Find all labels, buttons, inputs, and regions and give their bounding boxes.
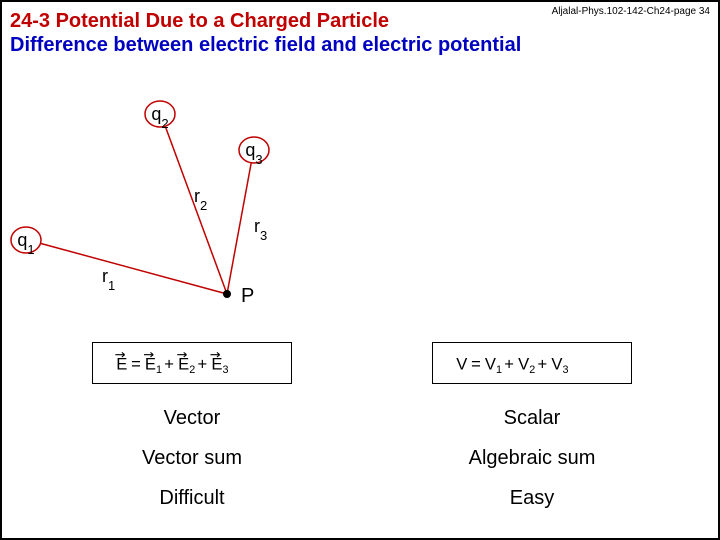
svg-text:1: 1 bbox=[496, 364, 502, 375]
svg-text:E: E bbox=[211, 354, 222, 373]
svg-text:E: E bbox=[178, 354, 189, 373]
svg-text:2: 2 bbox=[189, 364, 195, 375]
svg-text:+: + bbox=[504, 354, 514, 373]
equation-efield-box: E=E1+E2+E3 bbox=[92, 342, 292, 384]
svg-text:E: E bbox=[145, 354, 156, 373]
point-p bbox=[223, 290, 231, 298]
svg-text:3: 3 bbox=[562, 364, 568, 375]
compare-left-1: Vector bbox=[92, 407, 292, 430]
svg-text:V: V bbox=[551, 354, 562, 373]
equation-potential-box: V=V1+V2+V3 bbox=[432, 342, 632, 384]
distance-line bbox=[40, 243, 227, 294]
svg-text:+: + bbox=[198, 354, 208, 373]
distance-label: r1 bbox=[102, 266, 115, 293]
svg-text:E: E bbox=[116, 354, 127, 373]
svg-text:+: + bbox=[538, 354, 548, 373]
charge-diagram: q1q2q3r1r2r3P bbox=[2, 72, 382, 332]
distance-label: r3 bbox=[254, 216, 267, 243]
svg-text:V: V bbox=[485, 354, 496, 373]
point-p-label: P bbox=[241, 285, 254, 307]
svg-text:V: V bbox=[518, 354, 529, 373]
compare-left-3: Difficult bbox=[92, 487, 292, 510]
compare-right-1: Scalar bbox=[432, 407, 632, 430]
distance-line bbox=[227, 163, 251, 294]
svg-text:2: 2 bbox=[529, 364, 535, 375]
equation-efield: E=E1+E2+E3 bbox=[105, 351, 279, 375]
distance-line bbox=[165, 126, 227, 294]
svg-text:=: = bbox=[471, 354, 481, 373]
subtitle: Difference between electric field and el… bbox=[10, 34, 521, 57]
svg-text:3: 3 bbox=[222, 364, 228, 375]
svg-text:+: + bbox=[164, 354, 174, 373]
svg-text:=: = bbox=[131, 354, 141, 373]
compare-right-2: Algebraic sum bbox=[432, 447, 632, 470]
compare-left-2: Vector sum bbox=[92, 447, 292, 470]
compare-right-3: Easy bbox=[432, 487, 632, 510]
svg-text:V: V bbox=[456, 354, 467, 373]
equation-potential: V=V1+V2+V3 bbox=[445, 351, 619, 375]
svg-text:1: 1 bbox=[156, 364, 162, 375]
section-title: 24-3 Potential Due to a Charged Particle bbox=[10, 10, 389, 33]
page-reference: Aljalal-Phys.102-142-Ch24-page 34 bbox=[552, 6, 710, 17]
